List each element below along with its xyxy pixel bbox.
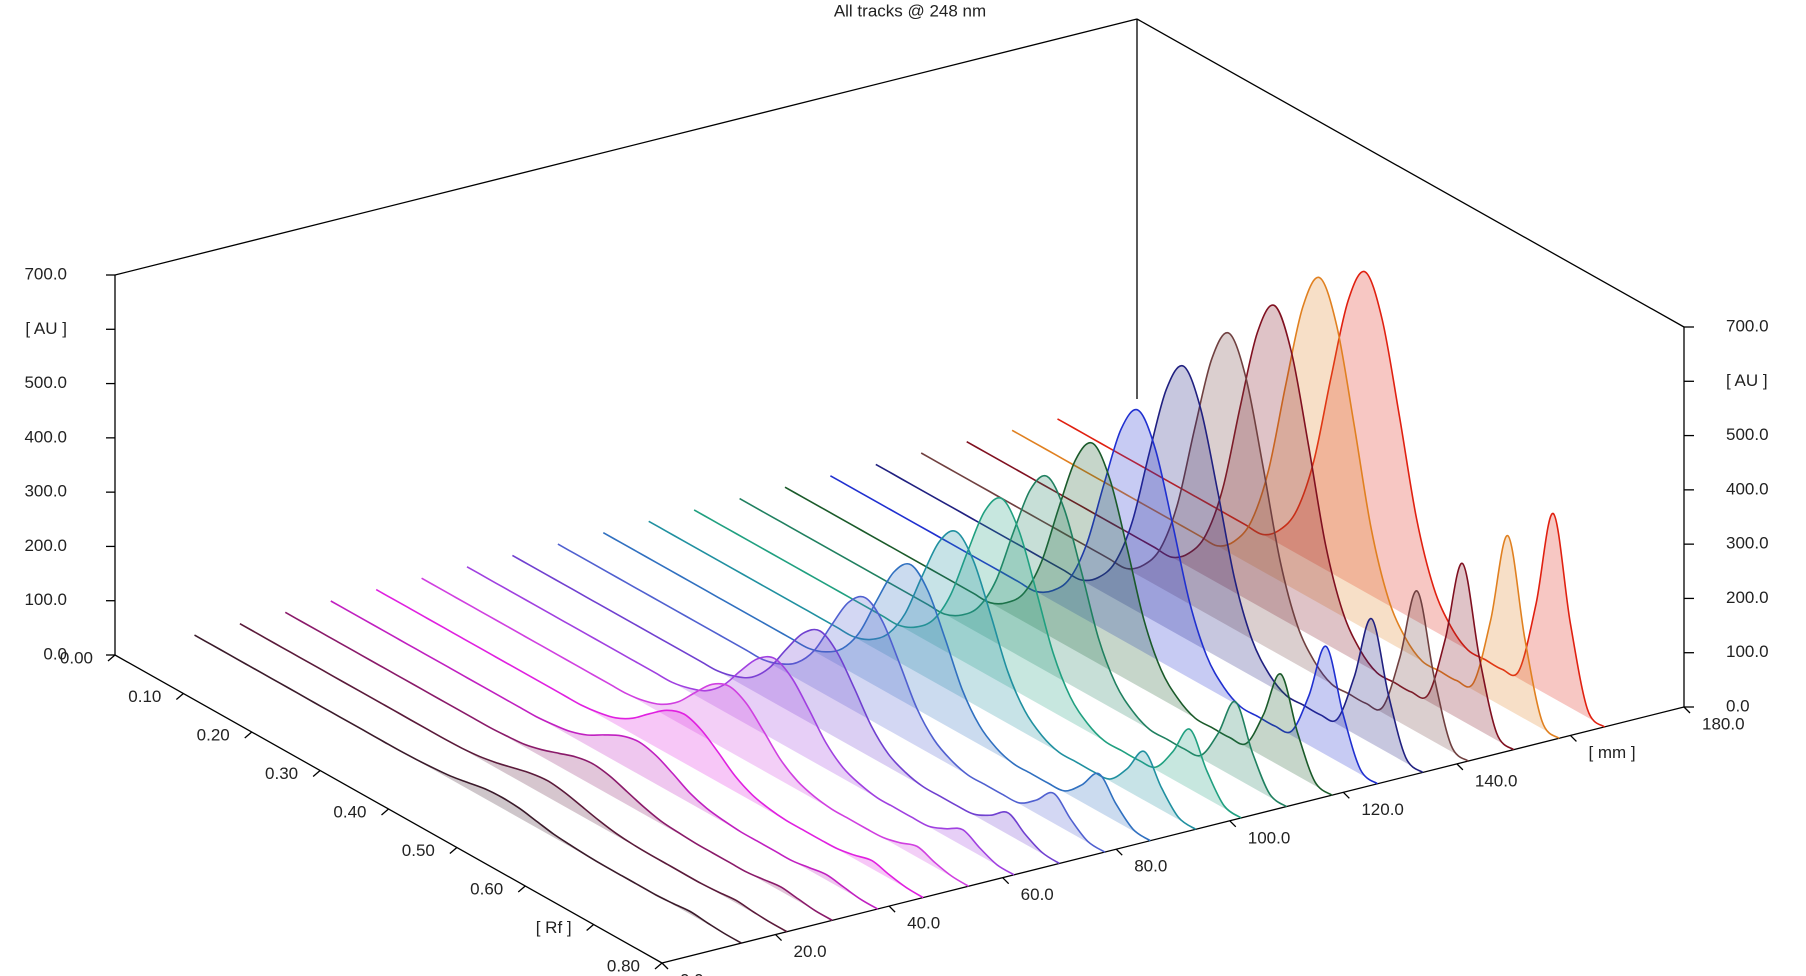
rf-tick-label: 0.30 <box>265 764 298 783</box>
track-area <box>1012 277 1560 739</box>
mm-tick <box>1002 877 1010 885</box>
rf-tick <box>586 924 595 931</box>
mm-tick <box>1456 763 1464 771</box>
z-tick-label: 100.0 <box>24 590 67 609</box>
mm-tick-label: 60.0 <box>1021 885 1054 904</box>
z-tick-label: 700.0 <box>1726 316 1769 335</box>
rf-tick <box>244 731 253 739</box>
rf-tick <box>654 962 663 970</box>
rf-tick-label: 0.50 <box>402 841 435 860</box>
z-tick-label: 0.0 <box>1726 696 1750 715</box>
mm-tick-label: 140.0 <box>1475 771 1518 790</box>
rf-tick-label: [ Rf ] <box>536 918 572 937</box>
z-tick-label: 300.0 <box>1726 534 1769 553</box>
track-line <box>284 611 833 921</box>
z-tick-label: 500.0 <box>24 373 67 392</box>
z-tick-label: 500.0 <box>1726 425 1769 444</box>
z-tick-label: 400.0 <box>1726 479 1769 498</box>
mm-tick-label: 180.0 <box>1702 714 1745 733</box>
rf-tick-label: 0.20 <box>197 725 230 744</box>
track-line <box>512 554 1060 865</box>
rf-tick <box>175 693 184 700</box>
z-tick-label: 100.0 <box>1726 642 1769 661</box>
track-line <box>784 441 1333 796</box>
z-tick-label: 0.0 <box>43 644 67 663</box>
track-line <box>648 520 1197 830</box>
track-line <box>1011 276 1560 739</box>
track-line <box>602 532 1151 842</box>
mm-tick <box>1569 734 1577 742</box>
track-area <box>830 409 1378 784</box>
rf-tick-label: 0.00 <box>60 648 93 667</box>
track-area <box>875 365 1423 773</box>
mm-tick <box>661 962 669 970</box>
z-tick-label: 200.0 <box>24 536 67 555</box>
track-area <box>1057 271 1605 727</box>
z-tick-label: [ AU ] <box>25 319 67 338</box>
z-tick-label: 200.0 <box>1726 588 1769 607</box>
mm-tick <box>1342 791 1350 799</box>
rf-tick <box>312 770 321 777</box>
track-line <box>557 543 1106 853</box>
track-area <box>966 305 1514 750</box>
track-line <box>693 497 1242 819</box>
track-area <box>921 332 1469 761</box>
track-line <box>421 577 970 887</box>
rf-tick-label: 0.40 <box>333 802 366 821</box>
right-top-edge <box>1136 18 1685 328</box>
back-top-edge <box>114 18 1138 276</box>
rf-tick-label: 0.80 <box>607 956 640 975</box>
track-area <box>739 475 1287 807</box>
track-area <box>785 442 1332 796</box>
mm-tick-label: 20.0 <box>794 942 827 961</box>
z-tick-label: 700.0 <box>24 264 67 283</box>
rf-tick <box>107 654 116 662</box>
chart-title: All tracks @ 248 nm <box>834 1 986 20</box>
track-line <box>875 364 1424 774</box>
rf-tick-label: 0.10 <box>128 687 161 706</box>
rf-tick <box>517 885 526 893</box>
rf-tick-label: 0.60 <box>470 879 503 898</box>
track-line <box>739 474 1288 808</box>
track-line <box>920 331 1469 762</box>
z-tick-label: 400.0 <box>24 427 67 446</box>
track-line <box>239 622 788 933</box>
mm-tick-label: 120.0 <box>1361 800 1404 819</box>
mm-tick <box>1115 848 1123 856</box>
track-area <box>694 497 1242 818</box>
z-tick-label: [ AU ] <box>1726 371 1768 390</box>
track-line <box>1057 270 1606 728</box>
track-line <box>194 634 742 944</box>
track-line <box>330 600 879 910</box>
mm-tick-label: 100.0 <box>1248 828 1291 847</box>
z-tick-label: 300.0 <box>24 482 67 501</box>
mm-tick <box>1683 706 1691 714</box>
track-line <box>466 566 1015 876</box>
mm-tick-label: 80.0 <box>1134 857 1167 876</box>
track-line <box>830 408 1378 785</box>
mm-tick-label: 40.0 <box>907 914 940 933</box>
rf-tick <box>449 847 458 854</box>
track-line <box>375 588 924 899</box>
mm-tick-label: 0.0 <box>680 970 704 976</box>
mm-tick <box>775 934 783 942</box>
mm-tick-label: [ mm ] <box>1588 743 1635 762</box>
rf-tick <box>381 808 389 816</box>
mm-tick <box>1229 820 1237 828</box>
mm-tick <box>888 905 896 913</box>
